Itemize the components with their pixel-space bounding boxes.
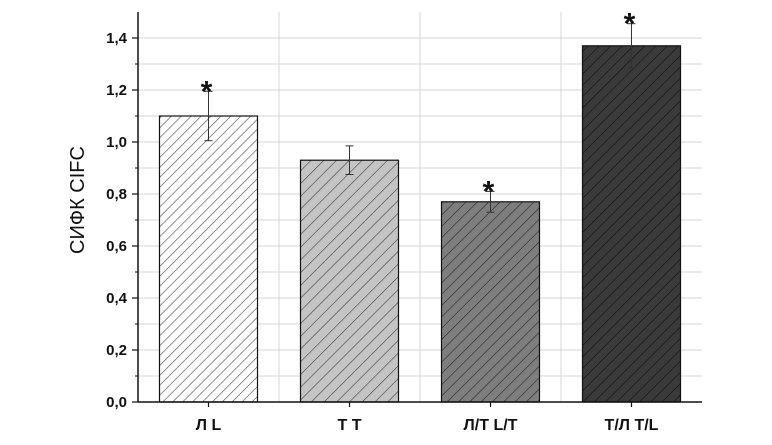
y-tick-label: 1,2	[106, 82, 127, 99]
x-tick-label: Л/Т L/T	[464, 417, 518, 434]
y-tick-label: 0,4	[106, 290, 128, 307]
error-bar-1	[204, 90, 213, 142]
bars: * * *	[158, 8, 682, 403]
y-tick-label: 0,2	[106, 342, 127, 359]
bar-1	[158, 115, 259, 403]
x-tick-label: Т/Л T/L	[605, 417, 659, 434]
y-tick-label: 1,0	[106, 134, 127, 151]
y-tick-label: 0,8	[106, 186, 127, 203]
bar-3	[440, 201, 541, 403]
bar-4	[581, 45, 682, 403]
y-tick-label: 0,0	[106, 394, 127, 411]
y-axis-label: СИФК CIFC	[67, 146, 89, 254]
axes: Л L Т Т Л/Т L/T Т/Л T/L 0,0 0,2 0,4 0,6 0,8 1,0 1,…	[106, 12, 702, 434]
significance-marker: *	[483, 175, 495, 208]
bar-2	[299, 159, 400, 403]
x-tick-label: Т Т	[338, 417, 362, 434]
y-tick-label: 0,6	[106, 238, 127, 255]
error-bar-2	[345, 145, 354, 175]
y-tick-label: 1,4	[106, 30, 128, 47]
significance-marker: *	[624, 8, 636, 41]
error-bar-4	[627, 23, 636, 69]
error-bar-3	[486, 190, 495, 213]
x-tick-label: Л L	[196, 417, 222, 434]
significance-marker: *	[201, 75, 213, 108]
